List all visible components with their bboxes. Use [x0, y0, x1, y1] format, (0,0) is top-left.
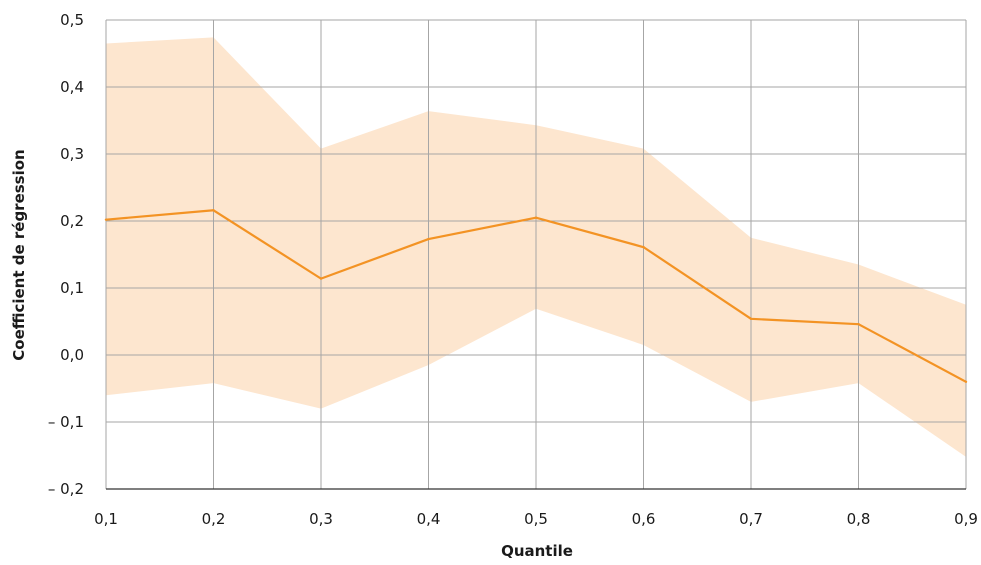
data-point — [104, 218, 108, 221]
x-tick-label: 0,2 — [202, 510, 226, 528]
y-tick-label: 0,5 — [60, 11, 84, 29]
y-axis-title: Coefficient de régression — [10, 149, 28, 361]
y-tick-label: – 0,2 — [48, 480, 84, 498]
y-tick-label: 0,0 — [60, 346, 84, 364]
data-point — [964, 380, 968, 383]
x-tick-label: 0,1 — [94, 510, 118, 528]
data-point — [319, 277, 323, 280]
data-point — [857, 322, 860, 326]
x-tick-label: 0,9 — [954, 510, 978, 528]
x-tick-label: 0,7 — [739, 510, 763, 528]
data-point — [642, 245, 645, 249]
x-tick-label: 0,5 — [524, 510, 548, 528]
data-point — [749, 317, 753, 321]
y-tick-label: 0,3 — [60, 145, 84, 163]
y-tick-label: 0,1 — [60, 279, 84, 297]
data-point — [427, 237, 430, 241]
x-tick-label: 0,6 — [632, 510, 656, 528]
data-point-layer — [104, 209, 968, 383]
grid-layer — [105, 19, 967, 490]
y-tick-label: – 0,1 — [48, 413, 84, 431]
y-tick-label: 0,2 — [60, 212, 84, 230]
x-tick-label: 0,8 — [847, 510, 871, 528]
data-point — [212, 209, 215, 212]
x-tick-label: 0,4 — [417, 510, 441, 528]
tick-label-layer: – 0,2 – 0,1 0,0 0,1 0,2 0,3 0,4 0,5 0,1 0,2 0,3 0,4… — [48, 11, 978, 528]
data-point — [534, 216, 538, 219]
x-tick-label: 0,3 — [309, 510, 333, 528]
y-tick-label: 0,4 — [60, 78, 84, 96]
x-axis-title: Quantile — [501, 542, 573, 560]
